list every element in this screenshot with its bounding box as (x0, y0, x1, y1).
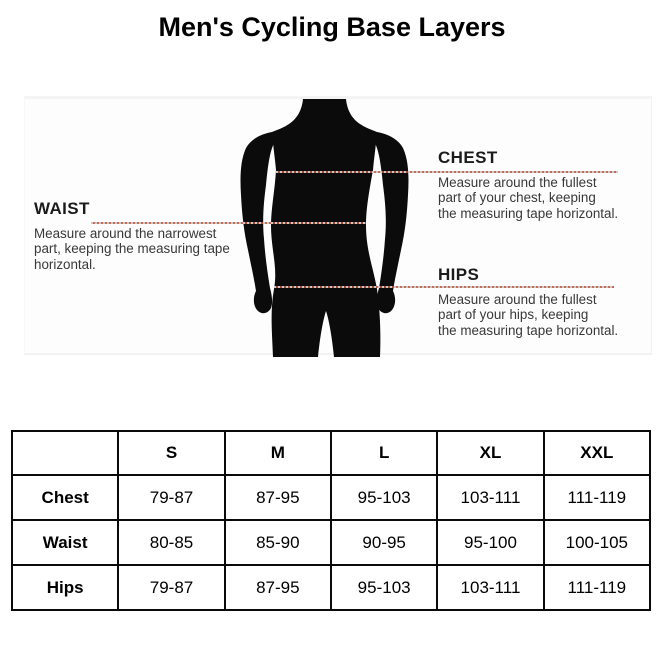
chest-heading: CHEST (438, 148, 498, 167)
hips-callout: HIPS Measure around the fullest part of … (438, 265, 653, 338)
size-cell: 95-103 (329, 474, 439, 521)
description-line: part of your chest, keeping (438, 190, 596, 206)
table-row-hips: Hips 79-87 87-95 95-103 103-111 111-119 (10, 564, 652, 611)
size-table: S M L XL XXL Chest 79-87 87-95 95-103 10… (10, 430, 652, 611)
size-cell: 79-87 (117, 474, 226, 521)
waist-description: Measure around the narrowest part, keepi… (34, 226, 254, 272)
size-cell: 79-87 (117, 564, 226, 611)
size-cell: 85-90 (223, 519, 332, 566)
chest-description: Measure around the fullest part of your … (438, 175, 653, 221)
size-cell: 87-95 (223, 474, 332, 521)
size-col-header: L (329, 430, 439, 476)
description-line: Measure around the fullest (438, 292, 597, 307)
description-line: the measuring tape horizontal. (438, 322, 619, 338)
waist-heading: WAIST (34, 199, 90, 218)
size-col-header: XL (436, 430, 545, 476)
size-cell: 111-119 (542, 564, 652, 611)
description-line: part, keeping the measuring tape (34, 241, 230, 257)
size-col-header: S (117, 430, 226, 476)
table-row-chest: Chest 79-87 87-95 95-103 103-111 111-119 (10, 474, 652, 521)
measurement-row-label: Waist (10, 519, 120, 566)
size-col-header: M (223, 430, 332, 476)
size-cell: 100-105 (542, 519, 652, 566)
description-line: Measure around the fullest (438, 175, 597, 190)
size-cell: 103-111 (436, 564, 545, 611)
size-cell: 95-103 (329, 564, 439, 611)
chest-callout: CHEST Measure around the fullest part of… (438, 148, 653, 221)
hips-heading: HIPS (438, 265, 480, 284)
measurement-diagram: CHEST Measure around the fullest part of… (24, 96, 653, 357)
body-silhouette-shape (271, 99, 381, 357)
male-figure-silhouette (91, 99, 618, 357)
size-cell: 80-85 (117, 519, 226, 566)
waist-callout: WAIST Measure around the narrowest part,… (34, 199, 254, 272)
measurement-row-label: Hips (10, 564, 120, 611)
size-cell: 111-119 (542, 474, 652, 521)
right-arm-shape (373, 132, 409, 314)
measurement-row-label: Chest (10, 474, 120, 521)
size-cell: 95-100 (436, 519, 545, 566)
size-cell: 90-95 (329, 519, 439, 566)
size-table-header-row: S M L XL XXL (10, 430, 652, 476)
size-col-header: XXL (542, 430, 652, 476)
description-line: part of your hips, keeping (438, 307, 589, 323)
description-line: Measure around the narrowest (34, 226, 217, 241)
description-line: the measuring tape horizontal. (438, 205, 619, 221)
hips-description: Measure around the fullest part of your … (438, 292, 653, 338)
size-cell: 103-111 (436, 474, 545, 521)
description-line: horizontal. (34, 256, 96, 272)
size-col-header (10, 430, 120, 476)
size-cell: 87-95 (223, 564, 332, 611)
table-row-waist: Waist 80-85 85-90 90-95 95-100 100-105 (10, 519, 652, 566)
page-title: Men's Cycling Base Layers (158, 12, 506, 42)
